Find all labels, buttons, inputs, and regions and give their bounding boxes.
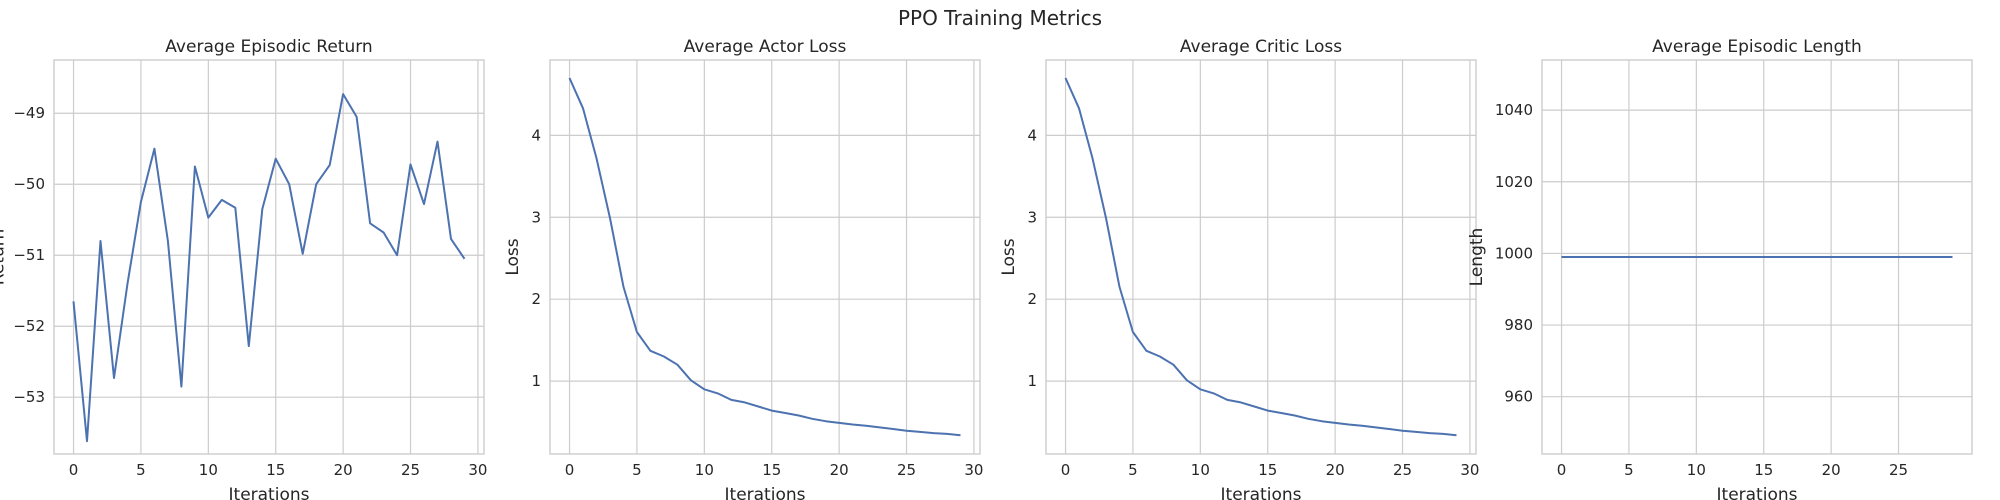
x-tick-label: 20 <box>830 461 849 479</box>
y-tick-label: −50 <box>13 175 45 193</box>
axes-frame <box>53 59 485 455</box>
x-tick-label: 15 <box>762 461 781 479</box>
series-line <box>72 93 466 443</box>
x-axis-label: Iterations <box>1717 485 1798 500</box>
chart-panel-2: 0 5 10 15 20 25 30 1 2 3 4 Average Actor Loss Iterat… <box>503 37 984 500</box>
x-tick-label: 0 <box>1061 461 1071 479</box>
axes-frame <box>549 59 981 455</box>
y-tick-label: 1 <box>1027 372 1037 390</box>
x-tick-label: 0 <box>1557 461 1567 479</box>
x-tick-label: 15 <box>266 461 285 479</box>
x-tick-label: 25 <box>1393 461 1412 479</box>
y-tick-label: −51 <box>13 246 45 264</box>
x-axis-label: Iterations <box>725 485 806 500</box>
y-axis-label: Loss <box>999 238 1019 275</box>
y-tick-label: 4 <box>1027 126 1037 144</box>
y-tick-label: 1000 <box>1495 244 1533 262</box>
x-tick-label: 10 <box>1687 461 1706 479</box>
x-tick-label: 25 <box>401 461 420 479</box>
chart-title: Average Actor Loss <box>684 37 847 57</box>
series-line <box>568 77 961 437</box>
x-tick-label: 15 <box>1258 461 1277 479</box>
y-axis-label: Loss <box>503 238 523 275</box>
y-axis-label: Length <box>1467 228 1487 287</box>
x-axis-label: Iterations <box>229 485 310 500</box>
y-tick-label: 1040 <box>1495 101 1533 119</box>
x-tick-label: 20 <box>334 461 353 479</box>
y-tick-label: 1 <box>531 372 541 390</box>
axes-frame <box>1045 59 1477 455</box>
x-tick-label: 0 <box>565 461 575 479</box>
y-tick-label: 3 <box>531 208 541 226</box>
x-tick-label: 5 <box>1624 461 1634 479</box>
chart-title: Average Episodic Length <box>1652 37 1862 57</box>
chart-title: Average Episodic Return <box>165 37 372 57</box>
chart-title: Average Critic Loss <box>1180 37 1342 57</box>
y-tick-label: 4 <box>531 126 541 144</box>
x-tick-label: 10 <box>695 461 714 479</box>
chart-panel-1: 0 5 10 15 20 25 30 −53 −52 −51 −50 −49 Average Episo… <box>0 37 487 500</box>
y-tick-label: 980 <box>1504 316 1533 334</box>
x-tick-label: 5 <box>632 461 642 479</box>
y-tick-label: 1020 <box>1495 173 1533 191</box>
x-tick-label: 15 <box>1754 461 1773 479</box>
x-tick-label: 20 <box>1326 461 1345 479</box>
y-tick-label: 2 <box>531 290 541 308</box>
x-tick-label: 30 <box>468 461 487 479</box>
x-tick-label: 25 <box>1889 461 1908 479</box>
y-tick-label: −49 <box>13 104 45 122</box>
y-tick-label: 2 <box>1027 290 1037 308</box>
series-line <box>1064 77 1457 437</box>
y-axis-label: Return <box>0 229 8 285</box>
axes-frame <box>1541 59 1973 455</box>
x-tick-label: 20 <box>1822 461 1841 479</box>
x-tick-label: 5 <box>136 461 146 479</box>
x-tick-label: 30 <box>1460 461 1479 479</box>
y-tick-label: −52 <box>13 317 45 335</box>
chart-panel-3: 0 5 10 15 20 25 30 1 2 3 4 Average Critic Loss Itera… <box>999 37 1480 500</box>
figure-title: PPO Training Metrics <box>897 6 1103 30</box>
x-tick-label: 30 <box>964 461 983 479</box>
x-tick-label: 25 <box>897 461 916 479</box>
x-tick-label: 0 <box>69 461 79 479</box>
y-tick-label: −53 <box>13 388 45 406</box>
chart-panel-4: 0 5 10 15 20 25 960 980 1000 1020 1040 Average Epis… <box>1467 37 1973 500</box>
y-tick-label: 3 <box>1027 208 1037 226</box>
x-axis-label: Iterations <box>1221 485 1302 500</box>
x-tick-label: 10 <box>1191 461 1210 479</box>
y-tick-label: 960 <box>1504 388 1533 406</box>
x-tick-label: 10 <box>199 461 218 479</box>
x-tick-label: 5 <box>1128 461 1138 479</box>
